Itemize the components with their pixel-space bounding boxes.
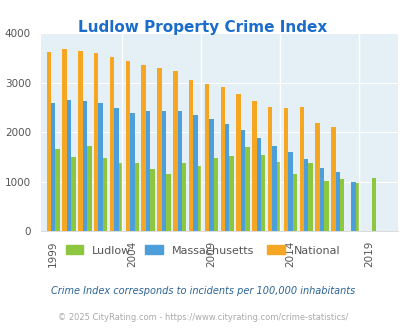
Bar <box>62 50 67 231</box>
Bar <box>229 156 233 231</box>
Bar <box>330 127 335 231</box>
Bar <box>87 146 91 231</box>
Bar <box>83 101 87 231</box>
Bar <box>292 174 296 231</box>
Bar <box>94 53 98 231</box>
Bar <box>315 123 319 231</box>
Bar <box>118 163 123 231</box>
Bar <box>308 163 312 231</box>
Bar <box>130 113 134 231</box>
Bar <box>335 172 339 231</box>
Bar <box>134 163 139 231</box>
Bar <box>371 178 375 231</box>
Bar <box>47 52 51 231</box>
Bar <box>161 111 166 231</box>
Bar <box>114 108 118 231</box>
Bar <box>355 183 359 231</box>
Bar <box>181 163 186 231</box>
Bar <box>177 111 181 231</box>
Bar <box>303 159 308 231</box>
Legend: Ludlow, Massachusetts, National: Ludlow, Massachusetts, National <box>61 241 344 260</box>
Text: Ludlow Property Crime Index: Ludlow Property Crime Index <box>78 20 327 35</box>
Text: Crime Index corresponds to incidents per 100,000 inhabitants: Crime Index corresponds to incidents per… <box>51 286 354 296</box>
Bar <box>252 101 256 231</box>
Bar <box>125 61 130 231</box>
Bar <box>240 130 245 231</box>
Bar <box>204 84 209 231</box>
Bar <box>173 71 177 231</box>
Bar <box>272 147 276 231</box>
Bar <box>220 87 224 231</box>
Bar <box>260 155 265 231</box>
Bar <box>102 158 107 231</box>
Bar <box>188 80 193 231</box>
Bar <box>55 149 60 231</box>
Bar <box>236 94 240 231</box>
Bar <box>213 158 217 231</box>
Bar <box>276 162 281 231</box>
Bar <box>339 179 343 231</box>
Bar <box>299 107 303 231</box>
Bar <box>141 65 145 231</box>
Bar <box>51 103 55 231</box>
Text: © 2025 CityRating.com - https://www.cityrating.com/crime-statistics/: © 2025 CityRating.com - https://www.city… <box>58 313 347 322</box>
Bar <box>267 107 272 231</box>
Bar <box>157 68 161 231</box>
Bar <box>288 152 292 231</box>
Bar <box>197 166 202 231</box>
Bar <box>71 157 75 231</box>
Bar <box>319 168 324 231</box>
Bar <box>145 111 150 231</box>
Bar <box>193 115 197 231</box>
Bar <box>150 169 154 231</box>
Bar <box>98 103 102 231</box>
Bar <box>283 108 288 231</box>
Bar <box>224 124 229 231</box>
Bar <box>245 147 249 231</box>
Bar <box>209 119 213 231</box>
Bar <box>110 57 114 231</box>
Bar <box>351 182 355 231</box>
Bar <box>67 100 71 231</box>
Bar <box>256 139 260 231</box>
Bar <box>78 51 83 231</box>
Bar <box>166 174 170 231</box>
Bar <box>324 181 328 231</box>
